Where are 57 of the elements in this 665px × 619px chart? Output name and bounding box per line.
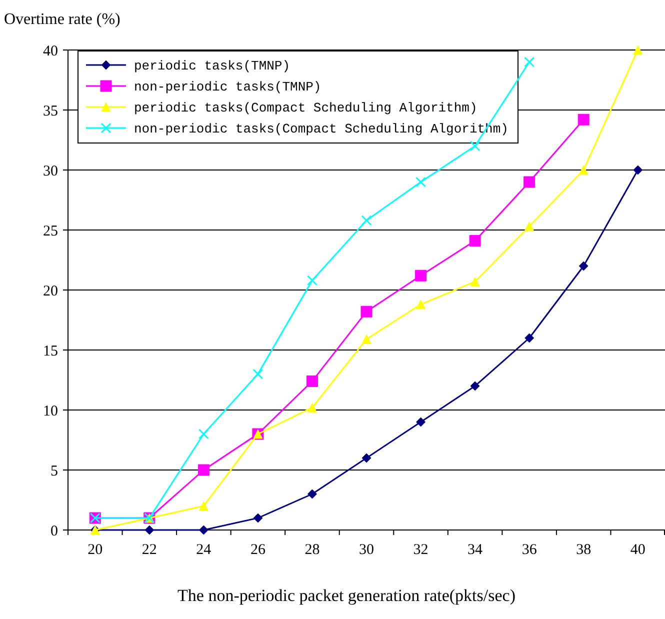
x-tick-label: 36	[522, 542, 538, 558]
point	[307, 402, 317, 412]
x-tick-label: 22	[142, 542, 157, 558]
y-tick-label: 25	[43, 223, 58, 240]
x-tick-label: 26	[250, 542, 266, 558]
point	[470, 381, 480, 391]
point	[307, 489, 317, 499]
y-tick-label: 10	[43, 403, 58, 420]
point	[360, 306, 372, 318]
x-tick-label: 40	[630, 542, 646, 558]
point	[524, 176, 536, 188]
point	[578, 114, 590, 126]
y-tick-label: 0	[50, 523, 58, 540]
point	[144, 525, 154, 535]
y-tick-label: 40	[43, 43, 58, 60]
point	[470, 276, 480, 286]
x-tick-label: 28	[304, 542, 320, 558]
point	[633, 165, 643, 175]
point	[578, 261, 588, 271]
point	[524, 333, 534, 343]
x-tick-label: 38	[576, 542, 592, 558]
point	[253, 513, 263, 523]
point	[416, 300, 426, 310]
y-tick-label: 15	[43, 343, 58, 360]
y-tick-label: 30	[43, 163, 58, 180]
point	[362, 453, 372, 463]
y-tick-label: 35	[43, 103, 58, 120]
point	[415, 270, 427, 282]
point	[470, 140, 480, 152]
legend-label: non-periodic tasks(TMNP)	[134, 80, 322, 95]
point	[469, 235, 481, 247]
x-tick-label: 30	[359, 542, 374, 558]
point	[198, 501, 208, 511]
x-tick-label: 32	[413, 542, 428, 558]
point	[198, 464, 210, 476]
point	[198, 428, 209, 440]
point	[361, 215, 372, 226]
point	[633, 45, 643, 55]
legend-label: periodic tasks(Compact Scheduling Algorithm)	[134, 100, 478, 116]
point	[306, 275, 318, 286]
point	[416, 176, 426, 188]
legend-label: periodic tasks(TMNP)	[134, 58, 290, 74]
point	[578, 165, 588, 175]
point	[416, 417, 426, 427]
y-axis-title: Overtime rate (%)	[4, 11, 120, 28]
x-tick-label: 24	[196, 542, 212, 558]
y-tick-label: 20	[43, 283, 58, 300]
point	[306, 375, 318, 387]
x-tick-label: 20	[88, 542, 103, 558]
x-tick-label: 34	[468, 542, 484, 558]
point	[524, 56, 535, 68]
y-tick-label: 5	[50, 463, 58, 480]
point	[252, 368, 264, 380]
x-axis-title: The non-periodic packet generation rate(pkts/sec)	[178, 586, 516, 605]
point	[198, 525, 208, 535]
point	[524, 222, 534, 232]
point	[362, 334, 372, 344]
